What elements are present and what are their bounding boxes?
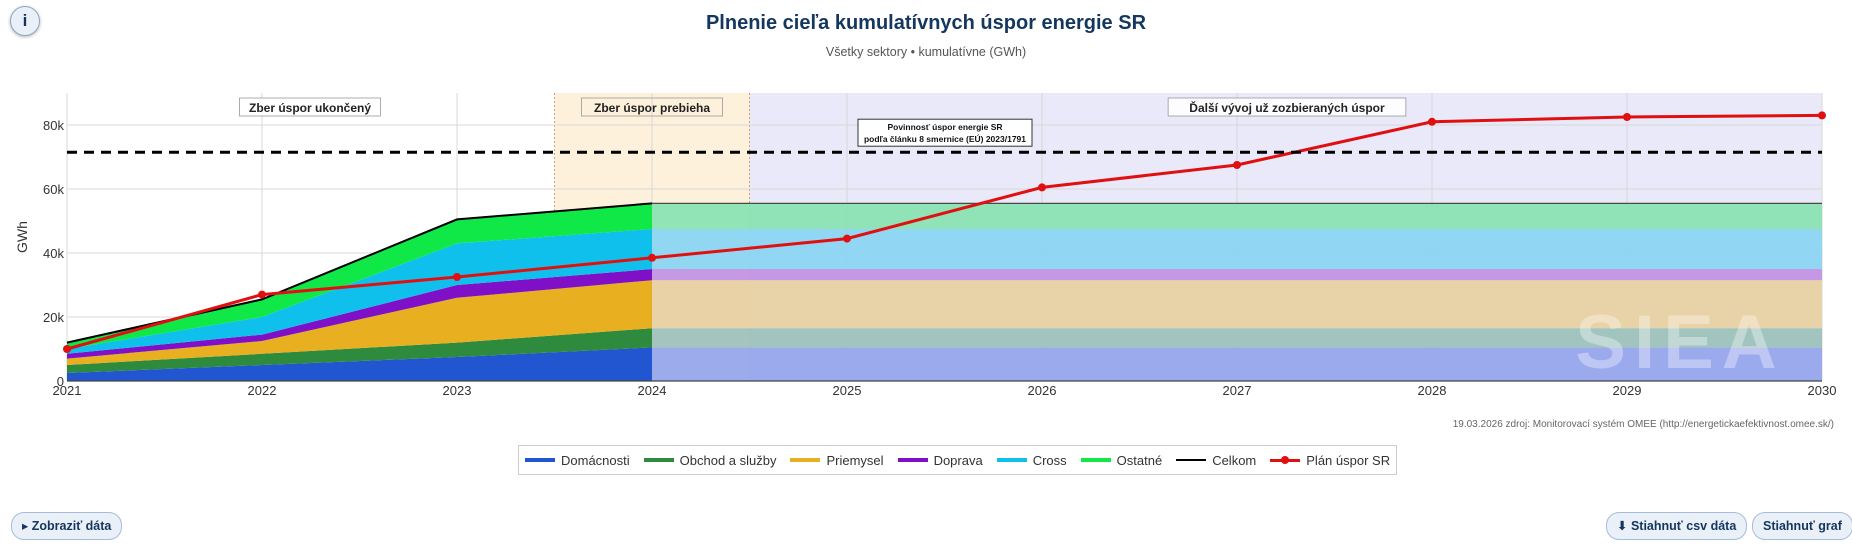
legend-label: Plán úspor SR — [1306, 452, 1391, 468]
legend-swatch — [790, 458, 821, 462]
x-tick-label: 2027 — [1223, 383, 1252, 398]
x-tick-label: 2026 — [1028, 383, 1057, 398]
plan-point — [648, 253, 656, 262]
target-label-line: podľa článku 8 smernice (EÚ) 2023/1791 — [864, 133, 1026, 144]
x-tick-label: 2030 — [1808, 383, 1837, 398]
area-Ostatné — [67, 203, 652, 349]
region-label-box-2 — [581, 97, 723, 117]
legend-label: Doprava — [933, 452, 983, 468]
legend-item[interactable]: Priemysel — [790, 452, 884, 468]
chart-lines — [63, 111, 1826, 353]
region-label-1: Zber úspor ukončený — [249, 101, 371, 115]
info-button[interactable]: i — [10, 6, 40, 36]
legend-label: Obchod a služby — [679, 452, 777, 468]
projection-Priemysel — [652, 280, 1822, 329]
y-tick-label: 80k — [43, 118, 64, 133]
x-tick-label: 2029 — [1613, 383, 1642, 398]
plan-point — [1428, 117, 1436, 126]
legend-item[interactable]: Ostatné — [1080, 452, 1163, 468]
x-tick-label: 2028 — [1418, 383, 1447, 398]
region-labels: Zber úspor ukončený Zber úspor prebieha Ďa… — [239, 97, 1407, 117]
x-tick-label: 2024 — [638, 383, 667, 398]
legend-item[interactable]: Domácnosti — [525, 453, 630, 468]
x-tick-label: 2025 — [833, 383, 862, 398]
legend-swatch — [897, 458, 928, 462]
chart-areas — [67, 203, 1822, 381]
plan-point — [1818, 111, 1826, 120]
y-tick-label: 40k — [43, 246, 64, 261]
legend-item[interactable]: Cross — [996, 452, 1067, 468]
legend-label: Celkom — [1212, 452, 1257, 468]
legend-swatch — [996, 458, 1027, 462]
projection-Doprava — [652, 269, 1822, 281]
target-label-box — [857, 118, 1033, 147]
watermark: SIEA — [1575, 300, 1784, 385]
area-Doprava — [67, 269, 652, 359]
area-Priemysel — [67, 280, 652, 365]
legend-label: Cross — [1032, 452, 1067, 468]
legend-label: Priemysel — [826, 452, 884, 468]
plan-point — [453, 273, 461, 281]
region-label-3: Ďalší vývoj už zozbieraných úspor — [1189, 100, 1385, 115]
chart-title: Plnenie cieľa kumulatívnych úspor energi… — [705, 12, 1147, 34]
plan-point — [1623, 113, 1631, 121]
projection-Domácnosti — [652, 347, 1822, 381]
y-tick-label: 60k — [43, 182, 64, 197]
legend-item[interactable]: Celkom — [1176, 453, 1256, 468]
plan-point — [1038, 183, 1046, 192]
plan-point — [258, 290, 266, 299]
region-label-box-1 — [239, 97, 381, 117]
show-data-button[interactable]: ▸ Zobraziť dáta — [11, 512, 123, 540]
legend-swatch — [1080, 458, 1111, 462]
plan-point — [843, 234, 851, 243]
source-note: 19.03.2026 zdroj: Monitorovací systém OM… — [1452, 419, 1834, 430]
plan-point — [1233, 161, 1241, 169]
legend-item[interactable]: Plán úspor SR — [1270, 453, 1390, 468]
projection-Cross — [652, 229, 1822, 269]
chart-subtitle: Všetky sektory • kumulatívne (GWh) — [825, 45, 1027, 59]
plan-point — [63, 345, 71, 353]
y-tick-label: 20k — [43, 310, 64, 325]
chart-axes: 2021 2022 2023 2024 2025 2026 2027 2028 2029 2030… — [14, 118, 1836, 398]
watermark-text: SIEA — [1575, 300, 1784, 385]
target-label-line: Povinnosť úspor energie SR — [887, 122, 1002, 132]
x-tick-label: 2022 — [248, 383, 277, 398]
area-Obchod a služby — [67, 328, 652, 373]
y-tick-label: 0 — [57, 374, 64, 389]
x-tick-label: 2021 — [53, 383, 82, 398]
download-chart-button[interactable]: Stiahnuť graf — [1752, 512, 1852, 540]
region-label-2: Zber úspor prebieha — [594, 101, 710, 115]
projection-Obchod a služby — [652, 328, 1822, 348]
y-axis-label: GWh — [14, 221, 30, 253]
region-label-box-3 — [1167, 97, 1407, 117]
chart-legend: Domácnosti Obchod a služby Priemysel Doprav… — [518, 445, 1398, 475]
legend-swatch — [1270, 453, 1301, 467]
projection-Ostatné — [652, 203, 1822, 229]
legend-label: Domácnosti — [561, 452, 630, 468]
legend-item[interactable]: Obchod a služby — [643, 452, 777, 468]
download-csv-button[interactable]: ⬇ Stiahnuť csv dáta — [1606, 512, 1748, 540]
area-Domácnosti — [67, 347, 652, 381]
legend-swatch — [525, 458, 555, 462]
legend-item[interactable]: Doprava — [897, 452, 983, 468]
area-Cross — [67, 229, 652, 354]
legend-swatch — [1176, 459, 1207, 461]
legend-label: Ostatné — [1116, 452, 1163, 468]
legend-swatch — [643, 458, 674, 462]
line-plan — [66, 113, 1823, 351]
x-tick-label: 2023 — [443, 383, 472, 398]
